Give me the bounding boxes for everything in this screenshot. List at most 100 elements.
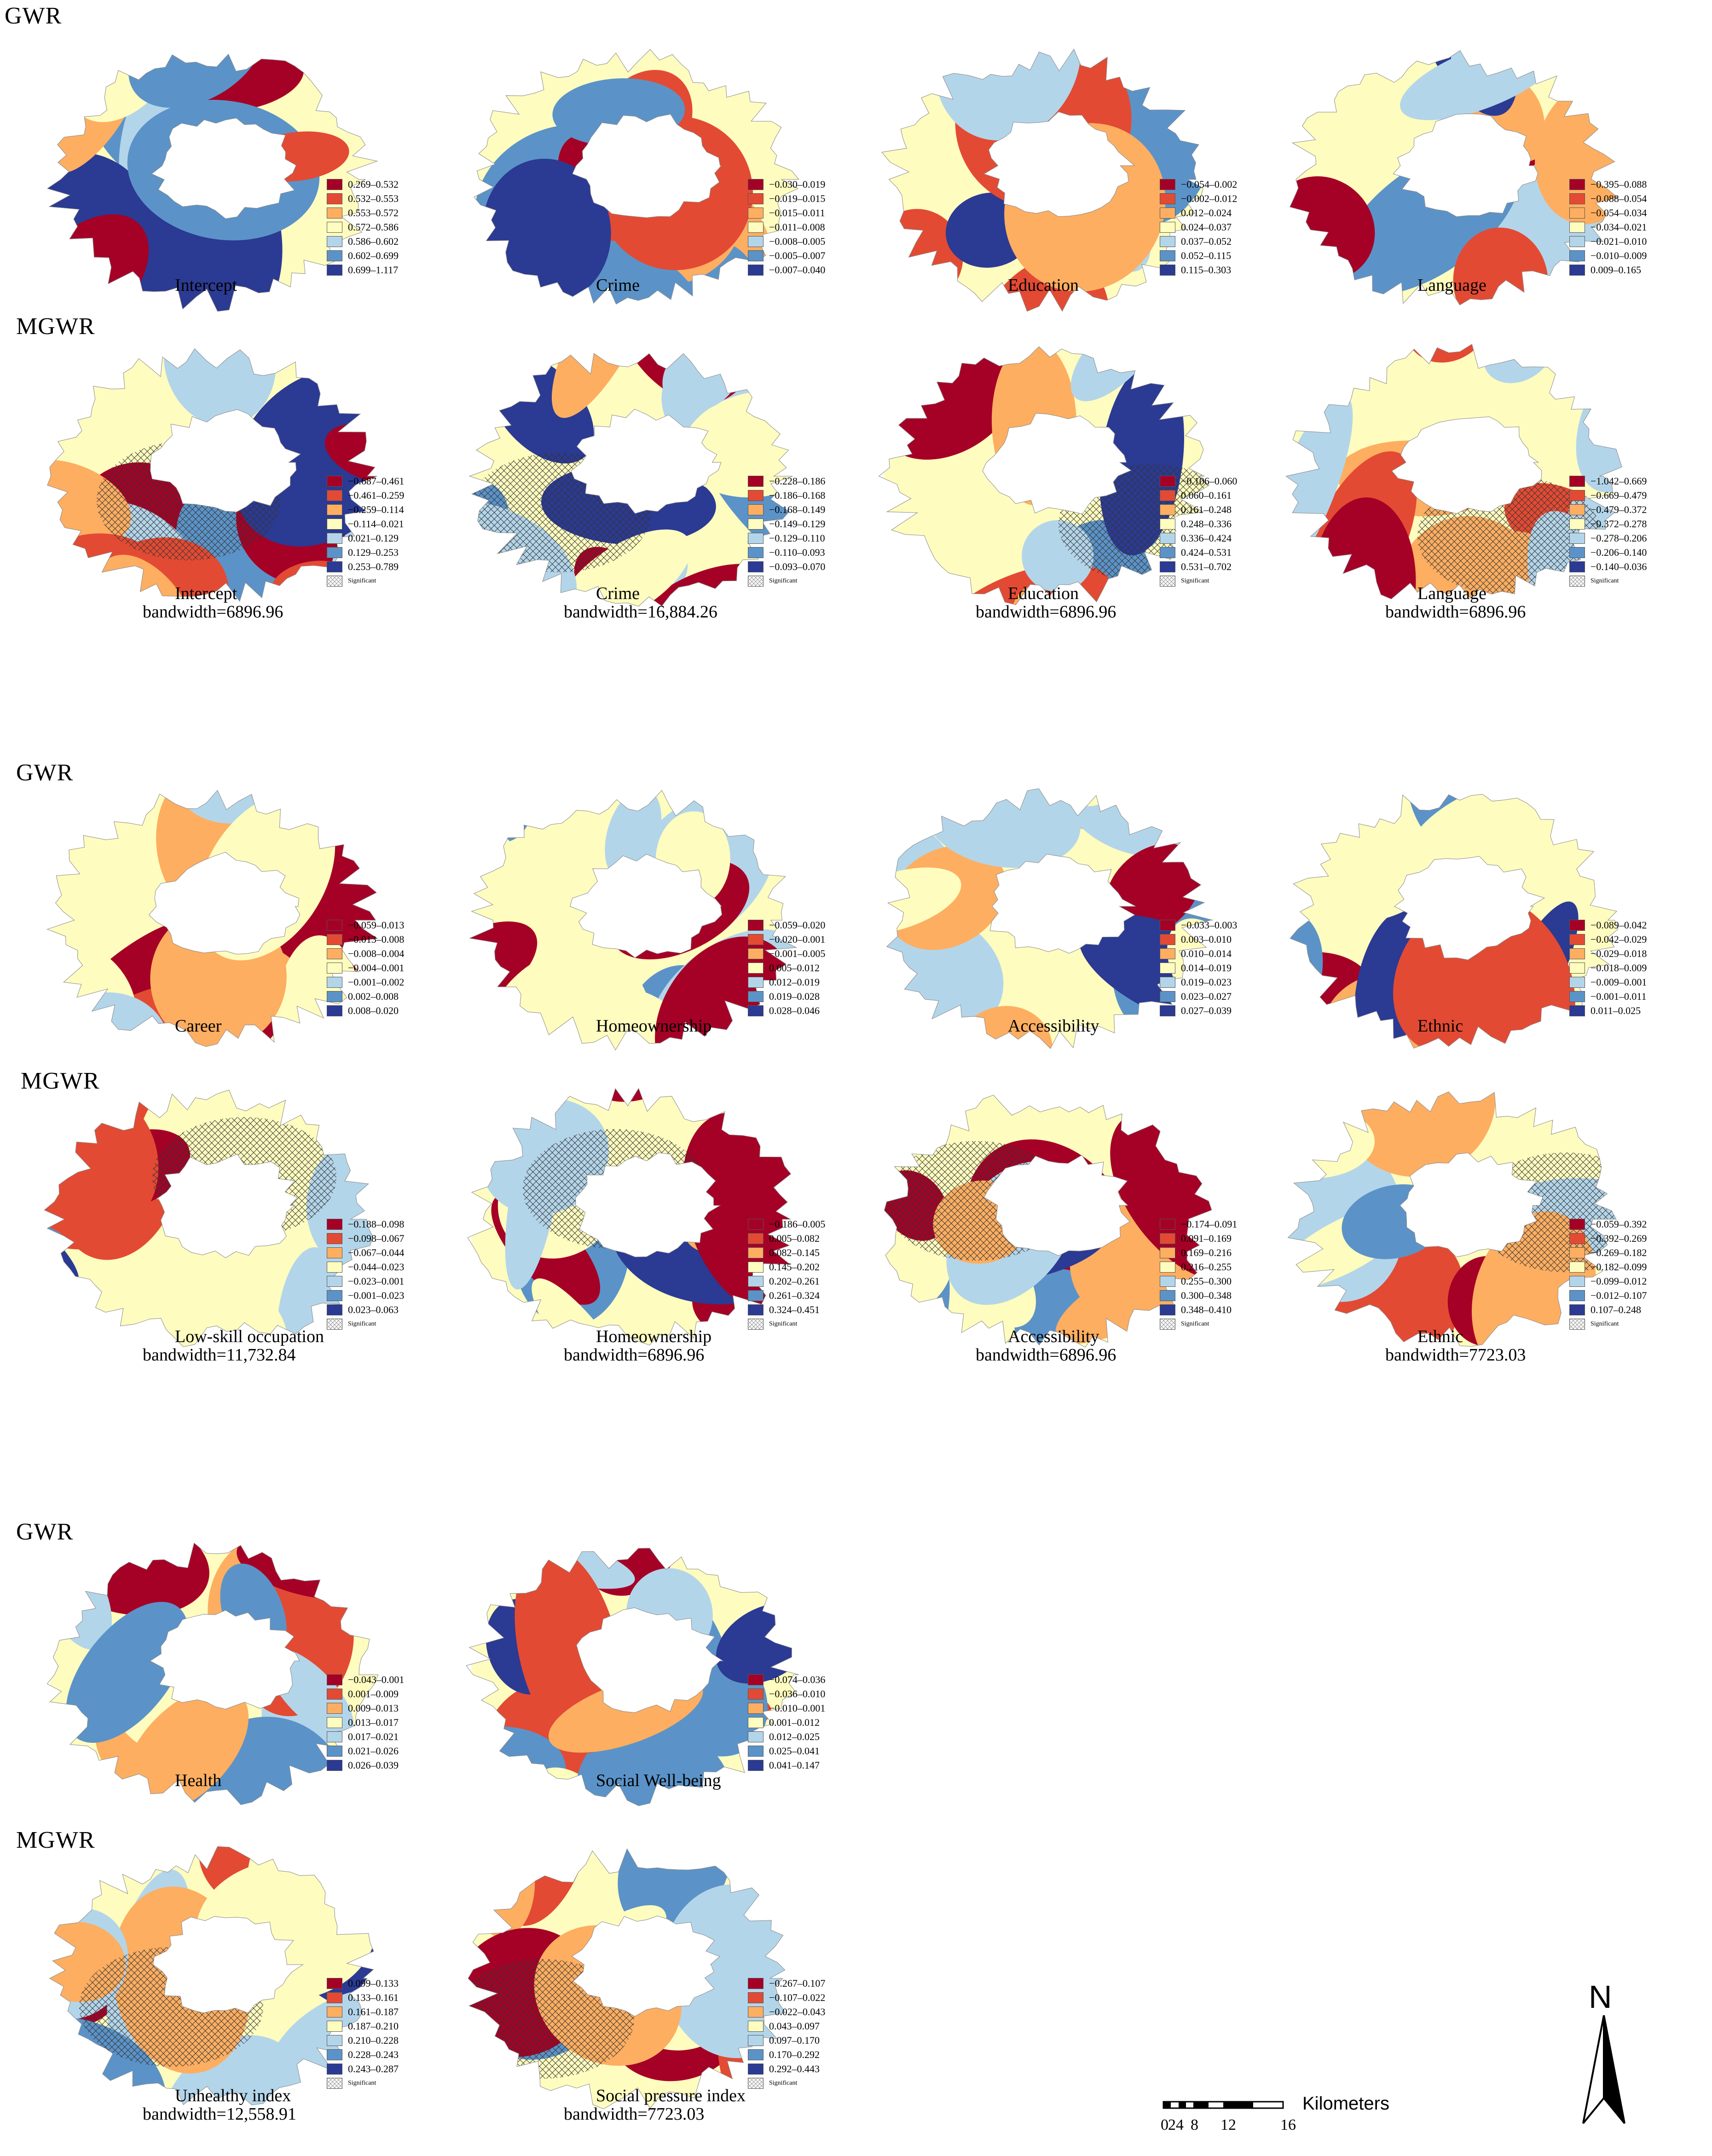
legend-swatch <box>1569 264 1585 276</box>
legend-label: 0.161–0.187 <box>348 2006 399 2018</box>
legend-label: −0.004–0.001 <box>348 962 405 974</box>
legend-entry: −0.005–0.007 <box>748 248 872 263</box>
choropleth-map <box>46 790 378 1047</box>
legend-label: 0.001–0.009 <box>348 1688 399 1700</box>
legend-swatch <box>327 1717 342 1728</box>
map-bandwidth: bandwidth=7723.03 <box>1385 1345 1526 1365</box>
legend-label: 0.012–0.024 <box>1181 207 1232 219</box>
legend-swatch <box>327 264 342 276</box>
legend-entry-significant: Significant <box>1569 574 1694 588</box>
legend-label: 0.027–0.039 <box>1181 1004 1232 1016</box>
legend-swatch <box>327 504 342 515</box>
map-region-patch <box>567 241 723 304</box>
legend-label: 0.202–0.261 <box>769 1275 820 1287</box>
legend-entry: 0.024–0.037 <box>1160 220 1284 234</box>
legend-entry: 0.097–0.170 <box>748 2033 872 2047</box>
legend-entry: −0.140–0.036 <box>1569 559 1694 574</box>
legend-swatch <box>1569 976 1585 988</box>
map-region-patch <box>1286 393 1353 590</box>
legend-label: 0.082–0.145 <box>769 1246 820 1258</box>
legend-swatch <box>748 934 763 945</box>
map-bandwidth: bandwidth=6896.96 <box>976 602 1116 622</box>
legend-label: 0.041–0.147 <box>769 1759 820 1771</box>
map-regions <box>1290 794 1618 1049</box>
legend-swatch <box>1569 193 1585 204</box>
legend-entry: −0.002–0.012 <box>1160 191 1284 206</box>
legend-swatch <box>327 948 342 959</box>
map-region-patch <box>682 390 793 498</box>
legend-label: −0.029–0.018 <box>1591 947 1647 959</box>
significant-area <box>97 441 281 560</box>
significant-area <box>885 1141 1069 1261</box>
legend-entry: 0.041–0.147 <box>748 1758 872 1772</box>
legend-entry: 0.170–0.292 <box>748 2047 872 2062</box>
map-legend: −0.395–0.088 −0.088–0.054 −0.054–0.034 −0.0… <box>1569 177 1694 277</box>
map-title: Accessibility <box>1008 1016 1099 1036</box>
scale-tick-label: 12 <box>1220 2116 1236 2133</box>
legend-entry: −0.018–0.009 <box>1569 961 1694 975</box>
legend-swatch <box>748 264 763 276</box>
legend-label: −0.392–0.269 <box>1591 1232 1647 1244</box>
legend-swatch <box>1160 1005 1175 1016</box>
legend-label-significant: Significant <box>769 1320 798 1327</box>
legend-label-significant: Significant <box>1181 577 1209 584</box>
map-legend: −0.059–0.013 −0.013–0.008 −0.008–0.004 −0.0… <box>327 918 451 1018</box>
legend-entry: −0.269–0.182 <box>1569 1245 1694 1260</box>
legend-swatch <box>748 561 763 572</box>
legend-entry: 0.012–0.024 <box>1160 206 1284 220</box>
legend-entry: −0.019–0.015 <box>748 191 872 206</box>
legend-swatch <box>1569 948 1585 959</box>
legend-swatch <box>1160 948 1175 959</box>
map-panel-mgwr-low-skill-occupation: −0.188–0.098 −0.098–0.067 −0.067–0.044 −0.0… <box>44 1072 446 1394</box>
legend-label: 0.269–0.532 <box>348 178 399 190</box>
map-region-patch <box>128 54 266 108</box>
legend-entry: −0.022–0.043 <box>748 2005 872 2019</box>
legend-swatch <box>327 1745 342 1757</box>
north-label: N <box>1589 1979 1612 2015</box>
legend-label: 0.001–0.012 <box>769 1716 820 1728</box>
legend-label: −0.023–0.001 <box>348 1275 405 1287</box>
legend-swatch <box>327 221 342 233</box>
legend-swatch <box>748 1992 763 2003</box>
map-panel-gwr-health: −0.043–0.001 0.001–0.009 0.009–0.013 0.013–… <box>46 1528 446 1850</box>
map-caption: Intercept <box>175 276 237 294</box>
map-bandwidth: bandwidth=6896.96 <box>1385 602 1526 622</box>
legend-label: 0.002–0.008 <box>348 990 399 1002</box>
legend-entry: −0.036–0.010 <box>748 1687 872 1701</box>
legend-swatch <box>748 2006 763 2018</box>
section1-gwr-label: GWR <box>5 3 62 29</box>
map-legend: −0.043–0.001 0.001–0.009 0.009–0.013 0.013–… <box>327 1672 451 1772</box>
legend-label: 0.008–0.020 <box>348 1004 399 1016</box>
legend-swatch <box>748 221 763 233</box>
legend-entry: 0.531–0.702 <box>1160 559 1284 574</box>
legend-entry: −0.009–0.001 <box>1569 975 1694 989</box>
map-outline <box>1290 50 1618 306</box>
legend-entry: 0.424–0.531 <box>1160 545 1284 559</box>
scale-tick-label: 8 <box>1191 2116 1198 2133</box>
map-legend: −0.188–0.098 −0.098–0.067 −0.067–0.044 −0.0… <box>327 1217 451 1331</box>
legend-entry: −0.042–0.029 <box>1569 932 1694 946</box>
legend-entry: −0.093–0.070 <box>748 559 872 574</box>
legend-entry: −0.267–0.107 <box>748 1976 872 1990</box>
legend-label: −0.278–0.206 <box>1591 532 1647 544</box>
scale-tick-label: 16 <box>1280 2116 1296 2133</box>
legend-swatch <box>1569 250 1585 261</box>
legend-entry: 0.023–0.063 <box>327 1303 451 1317</box>
legend-swatch <box>748 2020 763 2032</box>
map-region-patch <box>469 921 538 1022</box>
map-region-patch <box>943 601 1092 755</box>
map-region-patch <box>466 1548 635 1589</box>
legend-swatch <box>1160 547 1175 558</box>
legend-swatch <box>1160 179 1175 190</box>
legend-swatch <box>1160 250 1175 261</box>
legend-swatch <box>1160 976 1175 988</box>
legend-label-significant: Significant <box>348 2079 376 2087</box>
choropleth-map <box>468 1848 786 2110</box>
legend-swatch <box>327 1247 342 1258</box>
map-title: Crime <box>596 584 640 603</box>
map-title: Health <box>175 1771 222 1790</box>
legend-swatch <box>1569 991 1585 1002</box>
map-legend: 0.099–0.133 0.133–0.161 0.161–0.187 0.187–0… <box>327 1976 451 2090</box>
legend-label-significant: Significant <box>769 577 798 584</box>
legend-label: −0.089–0.042 <box>1591 919 1647 931</box>
